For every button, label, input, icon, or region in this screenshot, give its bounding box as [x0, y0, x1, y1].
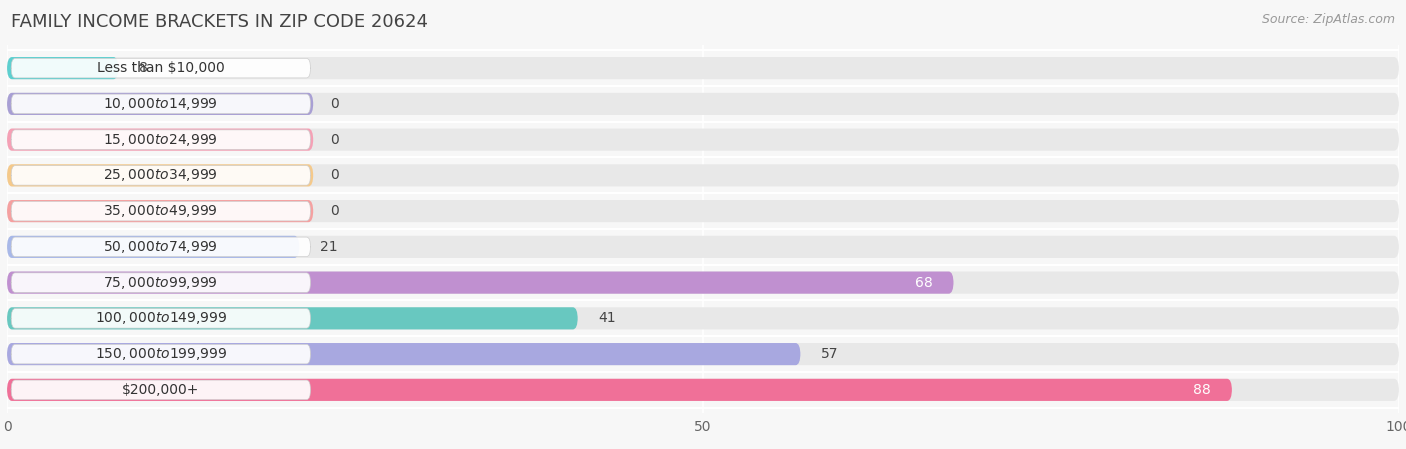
FancyBboxPatch shape	[7, 272, 1399, 294]
FancyBboxPatch shape	[7, 57, 1399, 79]
FancyBboxPatch shape	[7, 128, 1399, 151]
Text: $100,000 to $149,999: $100,000 to $149,999	[94, 310, 226, 326]
FancyBboxPatch shape	[7, 307, 1399, 330]
FancyBboxPatch shape	[7, 343, 800, 365]
FancyBboxPatch shape	[11, 166, 311, 185]
FancyBboxPatch shape	[7, 57, 118, 79]
Text: 57: 57	[821, 347, 839, 361]
FancyBboxPatch shape	[7, 93, 314, 115]
Text: $10,000 to $14,999: $10,000 to $14,999	[104, 96, 218, 112]
Text: FAMILY INCOME BRACKETS IN ZIP CODE 20624: FAMILY INCOME BRACKETS IN ZIP CODE 20624	[11, 13, 429, 31]
FancyBboxPatch shape	[7, 379, 1399, 401]
Text: $75,000 to $99,999: $75,000 to $99,999	[104, 275, 218, 291]
Text: $150,000 to $199,999: $150,000 to $199,999	[94, 346, 226, 362]
Text: $200,000+: $200,000+	[122, 383, 200, 397]
Text: $15,000 to $24,999: $15,000 to $24,999	[104, 132, 218, 148]
FancyBboxPatch shape	[7, 343, 1399, 365]
Text: 41: 41	[599, 311, 616, 326]
Text: 88: 88	[1194, 383, 1211, 397]
FancyBboxPatch shape	[7, 128, 314, 151]
FancyBboxPatch shape	[7, 164, 1399, 186]
Text: 0: 0	[330, 168, 339, 182]
FancyBboxPatch shape	[11, 94, 311, 114]
Text: 0: 0	[330, 97, 339, 111]
Text: 0: 0	[330, 132, 339, 147]
FancyBboxPatch shape	[7, 93, 1399, 115]
FancyBboxPatch shape	[11, 130, 311, 150]
FancyBboxPatch shape	[7, 272, 953, 294]
FancyBboxPatch shape	[11, 344, 311, 364]
FancyBboxPatch shape	[11, 273, 311, 292]
Text: 0: 0	[330, 204, 339, 218]
FancyBboxPatch shape	[7, 307, 578, 330]
FancyBboxPatch shape	[11, 237, 311, 257]
Text: 68: 68	[915, 276, 932, 290]
Text: 8: 8	[139, 61, 148, 75]
FancyBboxPatch shape	[11, 58, 311, 78]
FancyBboxPatch shape	[7, 236, 299, 258]
Text: $35,000 to $49,999: $35,000 to $49,999	[104, 203, 218, 219]
FancyBboxPatch shape	[7, 200, 314, 222]
FancyBboxPatch shape	[11, 380, 311, 400]
Text: 21: 21	[321, 240, 337, 254]
Text: $25,000 to $34,999: $25,000 to $34,999	[104, 167, 218, 183]
Text: Less than $10,000: Less than $10,000	[97, 61, 225, 75]
FancyBboxPatch shape	[7, 379, 1232, 401]
FancyBboxPatch shape	[7, 200, 1399, 222]
FancyBboxPatch shape	[7, 164, 314, 186]
FancyBboxPatch shape	[7, 236, 1399, 258]
Text: Source: ZipAtlas.com: Source: ZipAtlas.com	[1261, 13, 1395, 26]
FancyBboxPatch shape	[11, 308, 311, 328]
FancyBboxPatch shape	[11, 201, 311, 221]
Text: $50,000 to $74,999: $50,000 to $74,999	[104, 239, 218, 255]
